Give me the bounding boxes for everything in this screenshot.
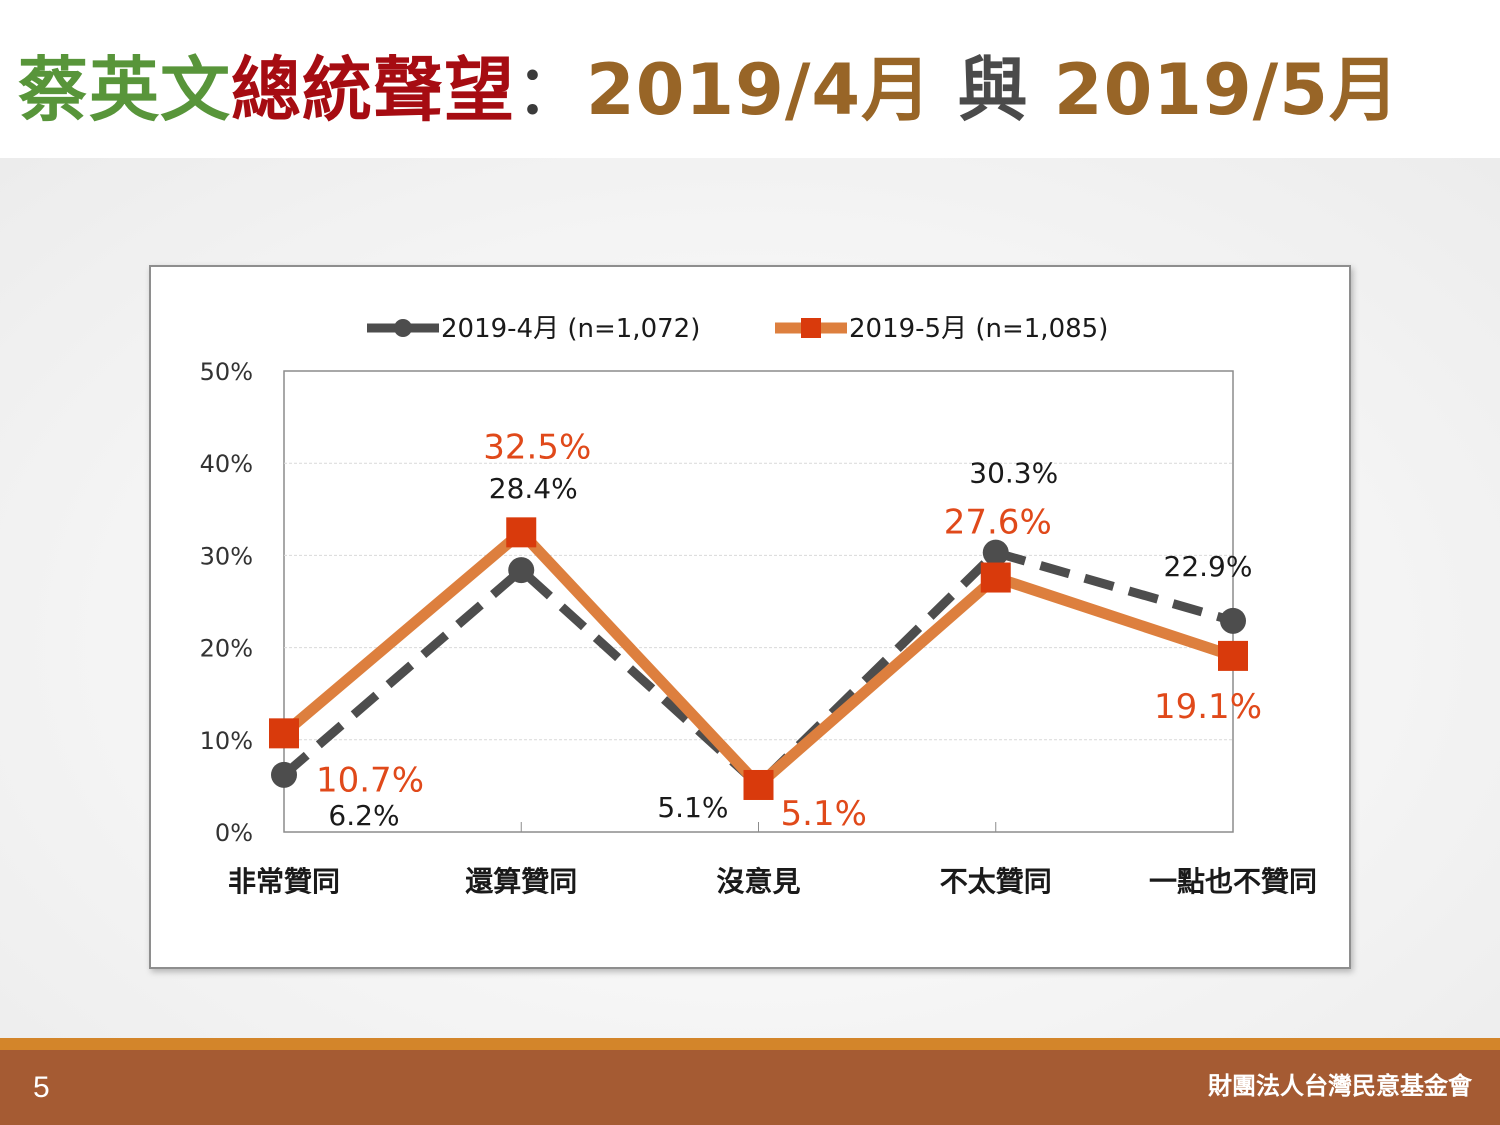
title-topic: 總統聲望 — [231, 49, 515, 131]
legend-label-2019-05: 2019-5月 (n=1,085) — [849, 314, 1108, 344]
marker-2019-05 — [980, 562, 1011, 593]
legend-swatch-marker-2019-04 — [394, 319, 412, 337]
marker-2019-05 — [269, 718, 299, 749]
data-label-2019-05: 19.1% — [1154, 687, 1262, 727]
x-tick-label: 還算贊同 — [465, 865, 577, 898]
data-label-2019-05: 10.7% — [316, 760, 424, 800]
title-bar: 蔡英文總統聲望：2019/4月 與 2019/5月 — [0, 0, 1500, 158]
data-label-2019-05: 5.1% — [781, 794, 867, 834]
data-label-2019-04: 5.1% — [657, 791, 728, 824]
y-tick-label: 50% — [200, 358, 253, 386]
legend-swatch-marker-2019-05 — [801, 318, 821, 338]
page-number: 5 — [33, 1071, 50, 1104]
data-label-2019-04: 22.9% — [1164, 550, 1253, 583]
title-conjunction: 與 — [957, 49, 1029, 131]
x-tick-label: 非常贊同 — [228, 865, 340, 898]
chart-frame: 0% 10% 20% 30% 40% 50% 非常贊同 還算贊同 沒意見 不太贊同 一點也不贊同 6.… — [149, 265, 1351, 969]
marker-2019-05 — [506, 517, 537, 548]
marker-2019-04 — [1220, 607, 1246, 634]
plot-area — [283, 370, 1234, 833]
y-tick-label: 40% — [200, 450, 253, 478]
marker-2019-05 — [743, 769, 774, 800]
title-name: 蔡英文 — [18, 49, 231, 131]
title-separator: ： — [515, 49, 586, 131]
x-tick-label: 一點也不贊同 — [1149, 865, 1317, 898]
y-tick-label: 20% — [200, 635, 253, 663]
y-tick-label: 0% — [215, 819, 253, 847]
data-label-2019-04: 30.3% — [969, 457, 1058, 490]
line-chart: 0% 10% 20% 30% 40% 50% 非常贊同 還算贊同 沒意見 不太贊同 一點也不贊同 6.… — [200, 314, 1317, 898]
title-period-1: 2019/4月 — [586, 49, 933, 131]
marker-2019-05 — [1218, 640, 1248, 671]
title-period-2: 2019/5月 — [1053, 49, 1400, 131]
data-label-2019-04: 28.4% — [489, 472, 578, 505]
footer-bar — [0, 1050, 1500, 1125]
legend-label-2019-04: 2019-4月 (n=1,072) — [441, 314, 700, 344]
organization-name: 財團法人台灣民意基金會 — [1208, 1072, 1472, 1100]
marker-2019-04 — [271, 761, 297, 788]
data-label-2019-05: 32.5% — [483, 427, 591, 467]
marker-2019-04 — [982, 539, 1009, 566]
data-label-2019-04: 6.2% — [328, 799, 399, 832]
footer-accent-line — [0, 1038, 1500, 1050]
y-tick-label: 10% — [200, 727, 253, 755]
x-tick-label: 沒意見 — [716, 865, 800, 898]
slide-title: 蔡英文總統聲望：2019/4月 與 2019/5月 — [18, 42, 1400, 138]
x-tick-label: 不太贊同 — [940, 865, 1052, 898]
series-line-2019-04 — [281, 548, 1235, 790]
marker-2019-04 — [508, 557, 535, 584]
y-tick-label: 30% — [200, 542, 253, 570]
data-label-2019-05: 27.6% — [944, 503, 1052, 543]
